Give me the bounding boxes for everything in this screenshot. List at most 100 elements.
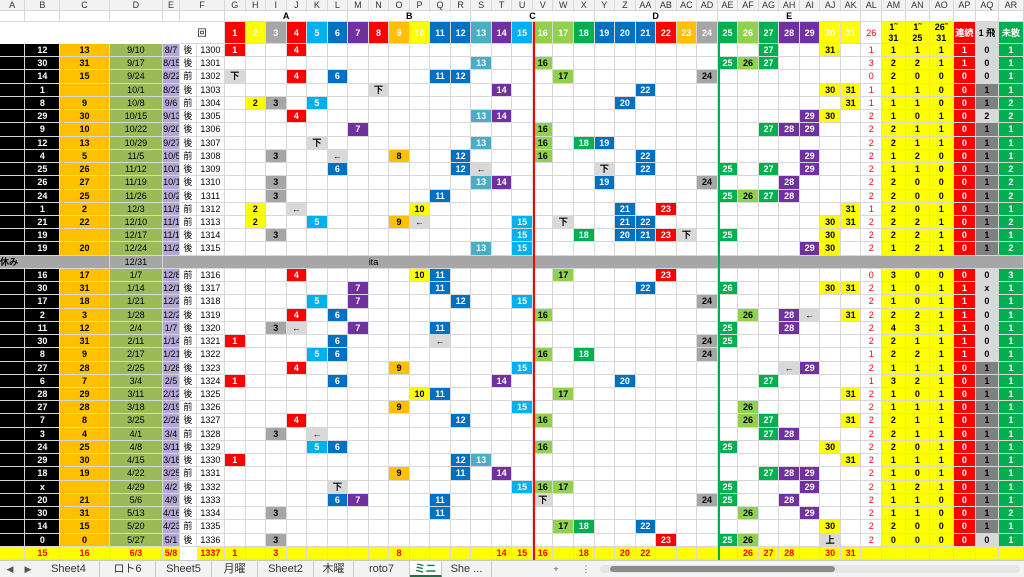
grid-cell[interactable] <box>676 149 698 164</box>
number-mark[interactable]: 下 <box>532 493 554 508</box>
number-header[interactable]: 30 <box>820 22 841 44</box>
al-cell[interactable]: 2 <box>861 440 882 455</box>
grid-cell[interactable] <box>224 467 246 481</box>
grid-cell[interactable] <box>368 229 390 243</box>
range-count[interactable]: 1 <box>929 202 954 216</box>
grid-cell[interactable] <box>471 96 492 111</box>
row-number[interactable] <box>0 321 26 336</box>
grid-cell[interactable] <box>245 268 267 283</box>
range-count[interactable]: 1 <box>881 507 906 521</box>
grid-cell[interactable] <box>327 401 349 415</box>
grid-cell[interactable] <box>717 348 739 362</box>
grid-cell[interactable] <box>676 57 698 71</box>
value-b[interactable]: 7 <box>25 414 61 428</box>
unscattered-header[interactable]: 未散 <box>998 22 1024 44</box>
grid-cell[interactable] <box>697 136 718 150</box>
grid-cell[interactable] <box>307 70 328 84</box>
grid-cell[interactable] <box>532 374 554 388</box>
number-mark[interactable]: 15 <box>512 216 533 230</box>
grid-cell[interactable] <box>266 467 287 481</box>
unscattered-count[interactable]: 1 <box>998 229 1024 243</box>
al-cell[interactable]: 1 <box>861 348 882 362</box>
number-mark[interactable]: 3 <box>266 229 287 243</box>
skip-count[interactable]: 1 <box>976 96 999 111</box>
grid-cell[interactable] <box>758 110 780 124</box>
grid-cell[interactable] <box>348 268 369 283</box>
number-mark[interactable]: ← <box>779 361 800 375</box>
grid-cell[interactable] <box>307 229 328 243</box>
skip-header[interactable]: 1 飛 <box>976 22 999 44</box>
spacer[interactable] <box>60 268 110 283</box>
grid-cell[interactable] <box>676 414 698 428</box>
grid-cell[interactable] <box>758 454 780 468</box>
grid-cell[interactable] <box>224 480 246 494</box>
grid-cell[interactable] <box>266 57 287 71</box>
grid-cell[interactable] <box>348 480 369 494</box>
grid-cell[interactable] <box>409 176 431 190</box>
grid-cell[interactable] <box>450 388 472 402</box>
grid-cell[interactable] <box>245 57 267 71</box>
grid-cell[interactable] <box>717 308 739 322</box>
range-count[interactable]: 1 <box>905 361 930 375</box>
row-number[interactable] <box>0 440 26 455</box>
grid-cell[interactable] <box>615 189 636 203</box>
grid-cell[interactable] <box>717 507 739 521</box>
date-current[interactable]: 4/22 <box>109 467 164 481</box>
grid-cell[interactable] <box>840 520 862 534</box>
number-mark[interactable]: 12 <box>450 70 472 84</box>
number-mark[interactable]: ← <box>430 335 451 349</box>
grid-cell[interactable] <box>327 57 349 71</box>
number-mark[interactable]: 2 <box>245 216 267 230</box>
grid-cell[interactable] <box>307 335 328 349</box>
range-count[interactable]: 0 <box>929 189 954 203</box>
date-previous[interactable]: 4/2 <box>163 480 180 494</box>
grid-cell[interactable] <box>245 282 267 296</box>
grid-cell[interactable] <box>656 189 677 203</box>
grid-cell[interactable] <box>348 96 369 111</box>
grid-cell[interactable] <box>594 414 616 428</box>
number-mark[interactable]: 18 <box>574 546 595 560</box>
number-mark[interactable]: 27 <box>758 427 780 441</box>
grid-cell[interactable] <box>553 361 574 375</box>
number-header[interactable]: 26 <box>738 22 759 44</box>
value-b[interactable]: 8 <box>25 348 61 362</box>
range-count[interactable]: 1 <box>881 493 906 508</box>
grid-cell[interactable] <box>594 83 616 97</box>
range-count[interactable]: 1 <box>929 401 954 415</box>
unscattered-count[interactable]: 1 <box>998 374 1024 388</box>
grid-cell[interactable] <box>840 401 862 415</box>
number-mark[interactable]: 17 <box>553 480 574 494</box>
number-mark[interactable]: 31 <box>840 414 862 428</box>
grid-cell[interactable] <box>779 374 800 388</box>
skip-count[interactable]: 1 <box>976 401 999 415</box>
value-b[interactable]: 21 <box>25 216 61 230</box>
grid-cell[interactable] <box>635 427 657 441</box>
grid-cell[interactable] <box>656 467 677 481</box>
grid-cell[interactable] <box>245 388 267 402</box>
grid-cell[interactable] <box>738 83 759 97</box>
grid-cell[interactable] <box>286 176 308 190</box>
consecutive-count[interactable]: 0 <box>953 454 977 468</box>
range-count[interactable]: 1 <box>881 149 906 164</box>
spacer[interactable] <box>60 414 110 428</box>
row-number[interactable] <box>0 414 26 428</box>
grid-cell[interactable] <box>389 440 410 455</box>
grid-cell[interactable] <box>553 176 574 190</box>
spacer[interactable] <box>60 440 110 455</box>
range-count[interactable]: 2 <box>905 374 930 388</box>
holiday-row-label[interactable]: 休み <box>0 255 110 269</box>
grid-cell[interactable] <box>594 440 616 455</box>
grid-cell[interactable] <box>779 480 800 494</box>
grid-cell[interactable] <box>224 216 246 230</box>
grid-cell[interactable] <box>266 493 287 508</box>
grid-cell[interactable] <box>224 282 246 296</box>
grid-cell[interactable] <box>697 149 718 164</box>
column-header[interactable]: AQ <box>976 0 999 11</box>
range-count[interactable]: 2 <box>905 308 930 322</box>
date-current[interactable]: 4/1 <box>109 427 164 441</box>
grid-cell[interactable] <box>799 401 821 415</box>
grid-cell[interactable] <box>348 57 369 71</box>
number-header[interactable]: 28 <box>779 22 800 44</box>
grid-cell[interactable] <box>286 427 308 441</box>
spacer[interactable] <box>60 308 110 322</box>
